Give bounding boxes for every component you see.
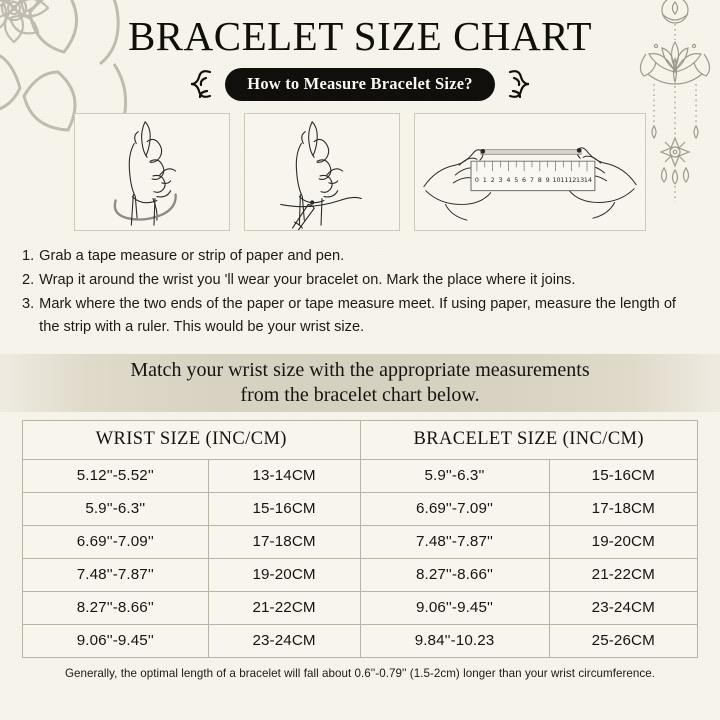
cell-bracelet-cm: 21-22CM [548, 557, 698, 592]
footnote-text: Generally, the optimal length of a brace… [64, 666, 656, 680]
cell-bracelet-cm: 15-16CM [548, 458, 698, 493]
svg-text:11: 11 [560, 176, 568, 184]
badge-row: How to Measure Bracelet Size? [0, 67, 720, 101]
cell-bracelet-cm: 23-24CM [548, 590, 698, 625]
banner-line-1: Match your wrist size with the appropria… [130, 358, 590, 381]
table-row: 5.9''-6.3'' 15-16CM 6.69''-7.09'' 17-18C… [22, 491, 698, 526]
step-number: 1. [22, 248, 35, 265]
svg-text:2: 2 [491, 176, 495, 184]
cell-bracelet-cm: 19-20CM [548, 524, 698, 559]
step-number: 2. [22, 271, 35, 288]
svg-text:0: 0 [475, 176, 479, 184]
cell-wrist-inc: 5.9''-6.3'' [22, 491, 209, 526]
step-text: Mark where the two ends of the paper or … [39, 295, 676, 336]
cell-wrist-inc: 5.12''-5.52'' [22, 458, 209, 493]
cell-wrist-cm: 17-18CM [207, 524, 361, 559]
svg-text:14: 14 [584, 176, 592, 184]
bracelet-size-table: WRIST SIZE (INC/CM) BRACELET SIZE (INC/C… [22, 419, 698, 658]
step-text: Wrap it around the wrist you 'll wear yo… [39, 271, 576, 288]
header-bracelet-size: BRACELET SIZE (INC/CM) [359, 419, 698, 460]
cell-wrist-cm: 23-24CM [207, 623, 361, 658]
step-item: 2. Wrap it around the wrist you 'll wear… [22, 269, 698, 293]
flourish-left-icon [191, 70, 212, 99]
cell-bracelet-inc: 9.84''-10.23 [359, 623, 550, 658]
svg-text:9: 9 [546, 176, 550, 184]
cell-bracelet-inc: 6.69''-7.09'' [359, 491, 550, 526]
size-table-wrapper: WRIST SIZE (INC/CM) BRACELET SIZE (INC/C… [22, 419, 698, 658]
table-row: 9.06''-9.45'' 23-24CM 9.84''-10.23 25-26… [22, 623, 698, 658]
svg-text:10: 10 [552, 176, 560, 184]
cell-wrist-inc: 6.69''-7.09'' [22, 524, 209, 559]
page-header: BRACELET SIZE CHART How to Measure Brace… [0, 0, 720, 101]
header-wrist-size: WRIST SIZE (INC/CM) [22, 419, 361, 460]
step-number: 3. [22, 295, 35, 312]
svg-text:7: 7 [530, 176, 534, 184]
table-header-row: WRIST SIZE (INC/CM) BRACELET SIZE (INC/C… [22, 419, 698, 460]
cell-bracelet-inc: 9.06''-9.45'' [359, 590, 550, 625]
cell-wrist-inc: 7.48''-7.87'' [22, 557, 209, 592]
step-item: 1. Grab a tape measure or strip of paper… [22, 245, 698, 269]
panel-hand-marking-with-pen [244, 113, 400, 232]
cell-wrist-inc: 9.06''-9.45'' [22, 623, 209, 658]
cell-wrist-inc: 8.27''-8.66'' [22, 590, 209, 625]
cell-bracelet-inc: 8.27''-8.66'' [359, 557, 550, 592]
page-title: BRACELET SIZE CHART [127, 13, 593, 59]
banner-text: Match your wrist size with the appropria… [116, 358, 603, 408]
svg-text:1: 1 [483, 176, 487, 184]
table-row: 7.48''-7.87'' 19-20CM 8.27''-8.66'' 21-2… [22, 557, 698, 592]
svg-text:6: 6 [522, 176, 526, 184]
step-item: 3. Mark where the two ends of the paper … [22, 293, 698, 340]
cell-wrist-cm: 21-22CM [207, 590, 361, 625]
step-text: Grab a tape measure or strip of paper an… [39, 248, 345, 265]
cell-wrist-cm: 19-20CM [207, 557, 361, 592]
cell-bracelet-inc: 5.9''-6.3'' [359, 458, 550, 493]
cell-bracelet-inc: 7.48''-7.87'' [359, 524, 550, 559]
cell-wrist-cm: 13-14CM [207, 458, 361, 493]
svg-text:3: 3 [498, 176, 502, 184]
flourish-right-icon [508, 70, 529, 99]
svg-text:5: 5 [514, 176, 518, 184]
svg-text:4: 4 [506, 176, 510, 184]
how-to-measure-badge: How to Measure Bracelet Size? [225, 67, 495, 101]
panel-hand-with-tape-measure [74, 113, 230, 232]
match-wrist-size-banner: Match your wrist size with the appropria… [0, 353, 720, 412]
cell-bracelet-cm: 25-26CM [548, 623, 698, 658]
measure-steps-list: 1. Grab a tape measure or strip of paper… [22, 245, 698, 340]
table-row: 6.69''-7.09'' 17-18CM 7.48''-7.87'' 19-2… [22, 524, 698, 559]
svg-text:13: 13 [576, 176, 584, 184]
table-row: 8.27''-8.66'' 21-22CM 9.06''-9.45'' 23-2… [22, 590, 698, 625]
svg-text:12: 12 [568, 176, 576, 184]
banner-line-2: from the bracelet chart below. [240, 383, 480, 406]
cell-bracelet-cm: 17-18CM [548, 491, 698, 526]
cell-wrist-cm: 15-16CM [207, 491, 361, 526]
svg-text:8: 8 [538, 176, 542, 184]
table-row: 5.12''-5.52'' 13-14CM 5.9''-6.3'' 15-16C… [22, 458, 698, 493]
